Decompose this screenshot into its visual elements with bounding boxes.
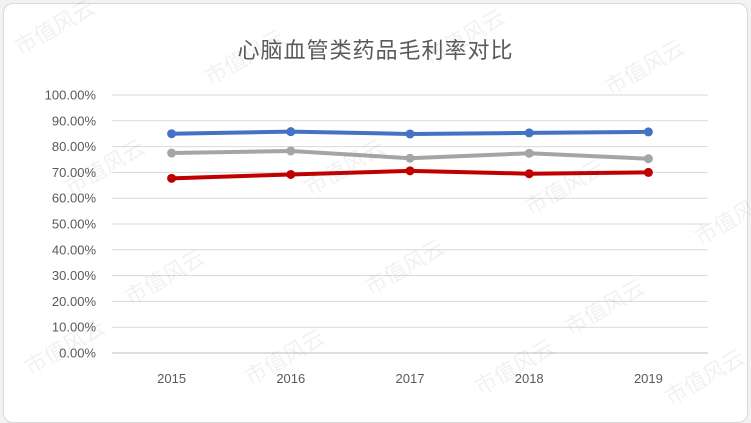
data-point (167, 148, 177, 158)
x-axis-ticks: 2015 2016 2017 2018 2019 (157, 371, 663, 386)
line-chart: 0.00% 10.00% 20.00% 30.00% 40.00% 50.00% 60.00… (45, 88, 708, 386)
x-tick-label: 2016 (276, 371, 305, 386)
data-point (524, 169, 534, 179)
data-point (524, 148, 534, 158)
series-group (167, 127, 653, 183)
data-point (286, 146, 296, 156)
y-tick-label: 10.00% (52, 320, 97, 335)
data-point (405, 166, 415, 176)
y-tick-label: 70.00% (52, 165, 97, 180)
data-point (405, 129, 415, 139)
x-tick-label: 2015 (157, 371, 186, 386)
y-tick-label: 100.00% (45, 88, 97, 103)
chart-title: 心脑血管类药品毛利率对比 (237, 39, 514, 64)
x-tick-label: 2017 (396, 371, 425, 386)
y-axis-ticks: 0.00% 10.00% 20.00% 30.00% 40.00% 50.00% 60.00… (45, 88, 97, 361)
y-tick-label: 40.00% (52, 242, 97, 257)
y-tick-label: 0.00% (59, 346, 96, 361)
y-tick-label: 50.00% (52, 217, 97, 232)
data-point (643, 167, 653, 177)
data-point (643, 127, 653, 137)
data-point (167, 173, 177, 183)
y-tick-label: 20.00% (52, 294, 97, 309)
y-tick-label: 90.00% (52, 113, 97, 128)
x-tick-label: 2019 (634, 371, 663, 386)
gridlines (112, 94, 708, 354)
y-tick-label: 80.00% (52, 139, 97, 154)
y-tick-label: 30.00% (52, 268, 97, 283)
data-point (286, 127, 296, 137)
series-3 (167, 166, 653, 183)
data-point (286, 169, 296, 179)
data-point (167, 129, 177, 139)
series-2 (167, 146, 653, 164)
series-1 (167, 127, 653, 139)
x-tick-label: 2018 (515, 371, 544, 386)
y-tick-label: 60.00% (52, 191, 97, 206)
data-point (405, 153, 415, 163)
data-point (524, 128, 534, 138)
data-point (643, 154, 653, 164)
